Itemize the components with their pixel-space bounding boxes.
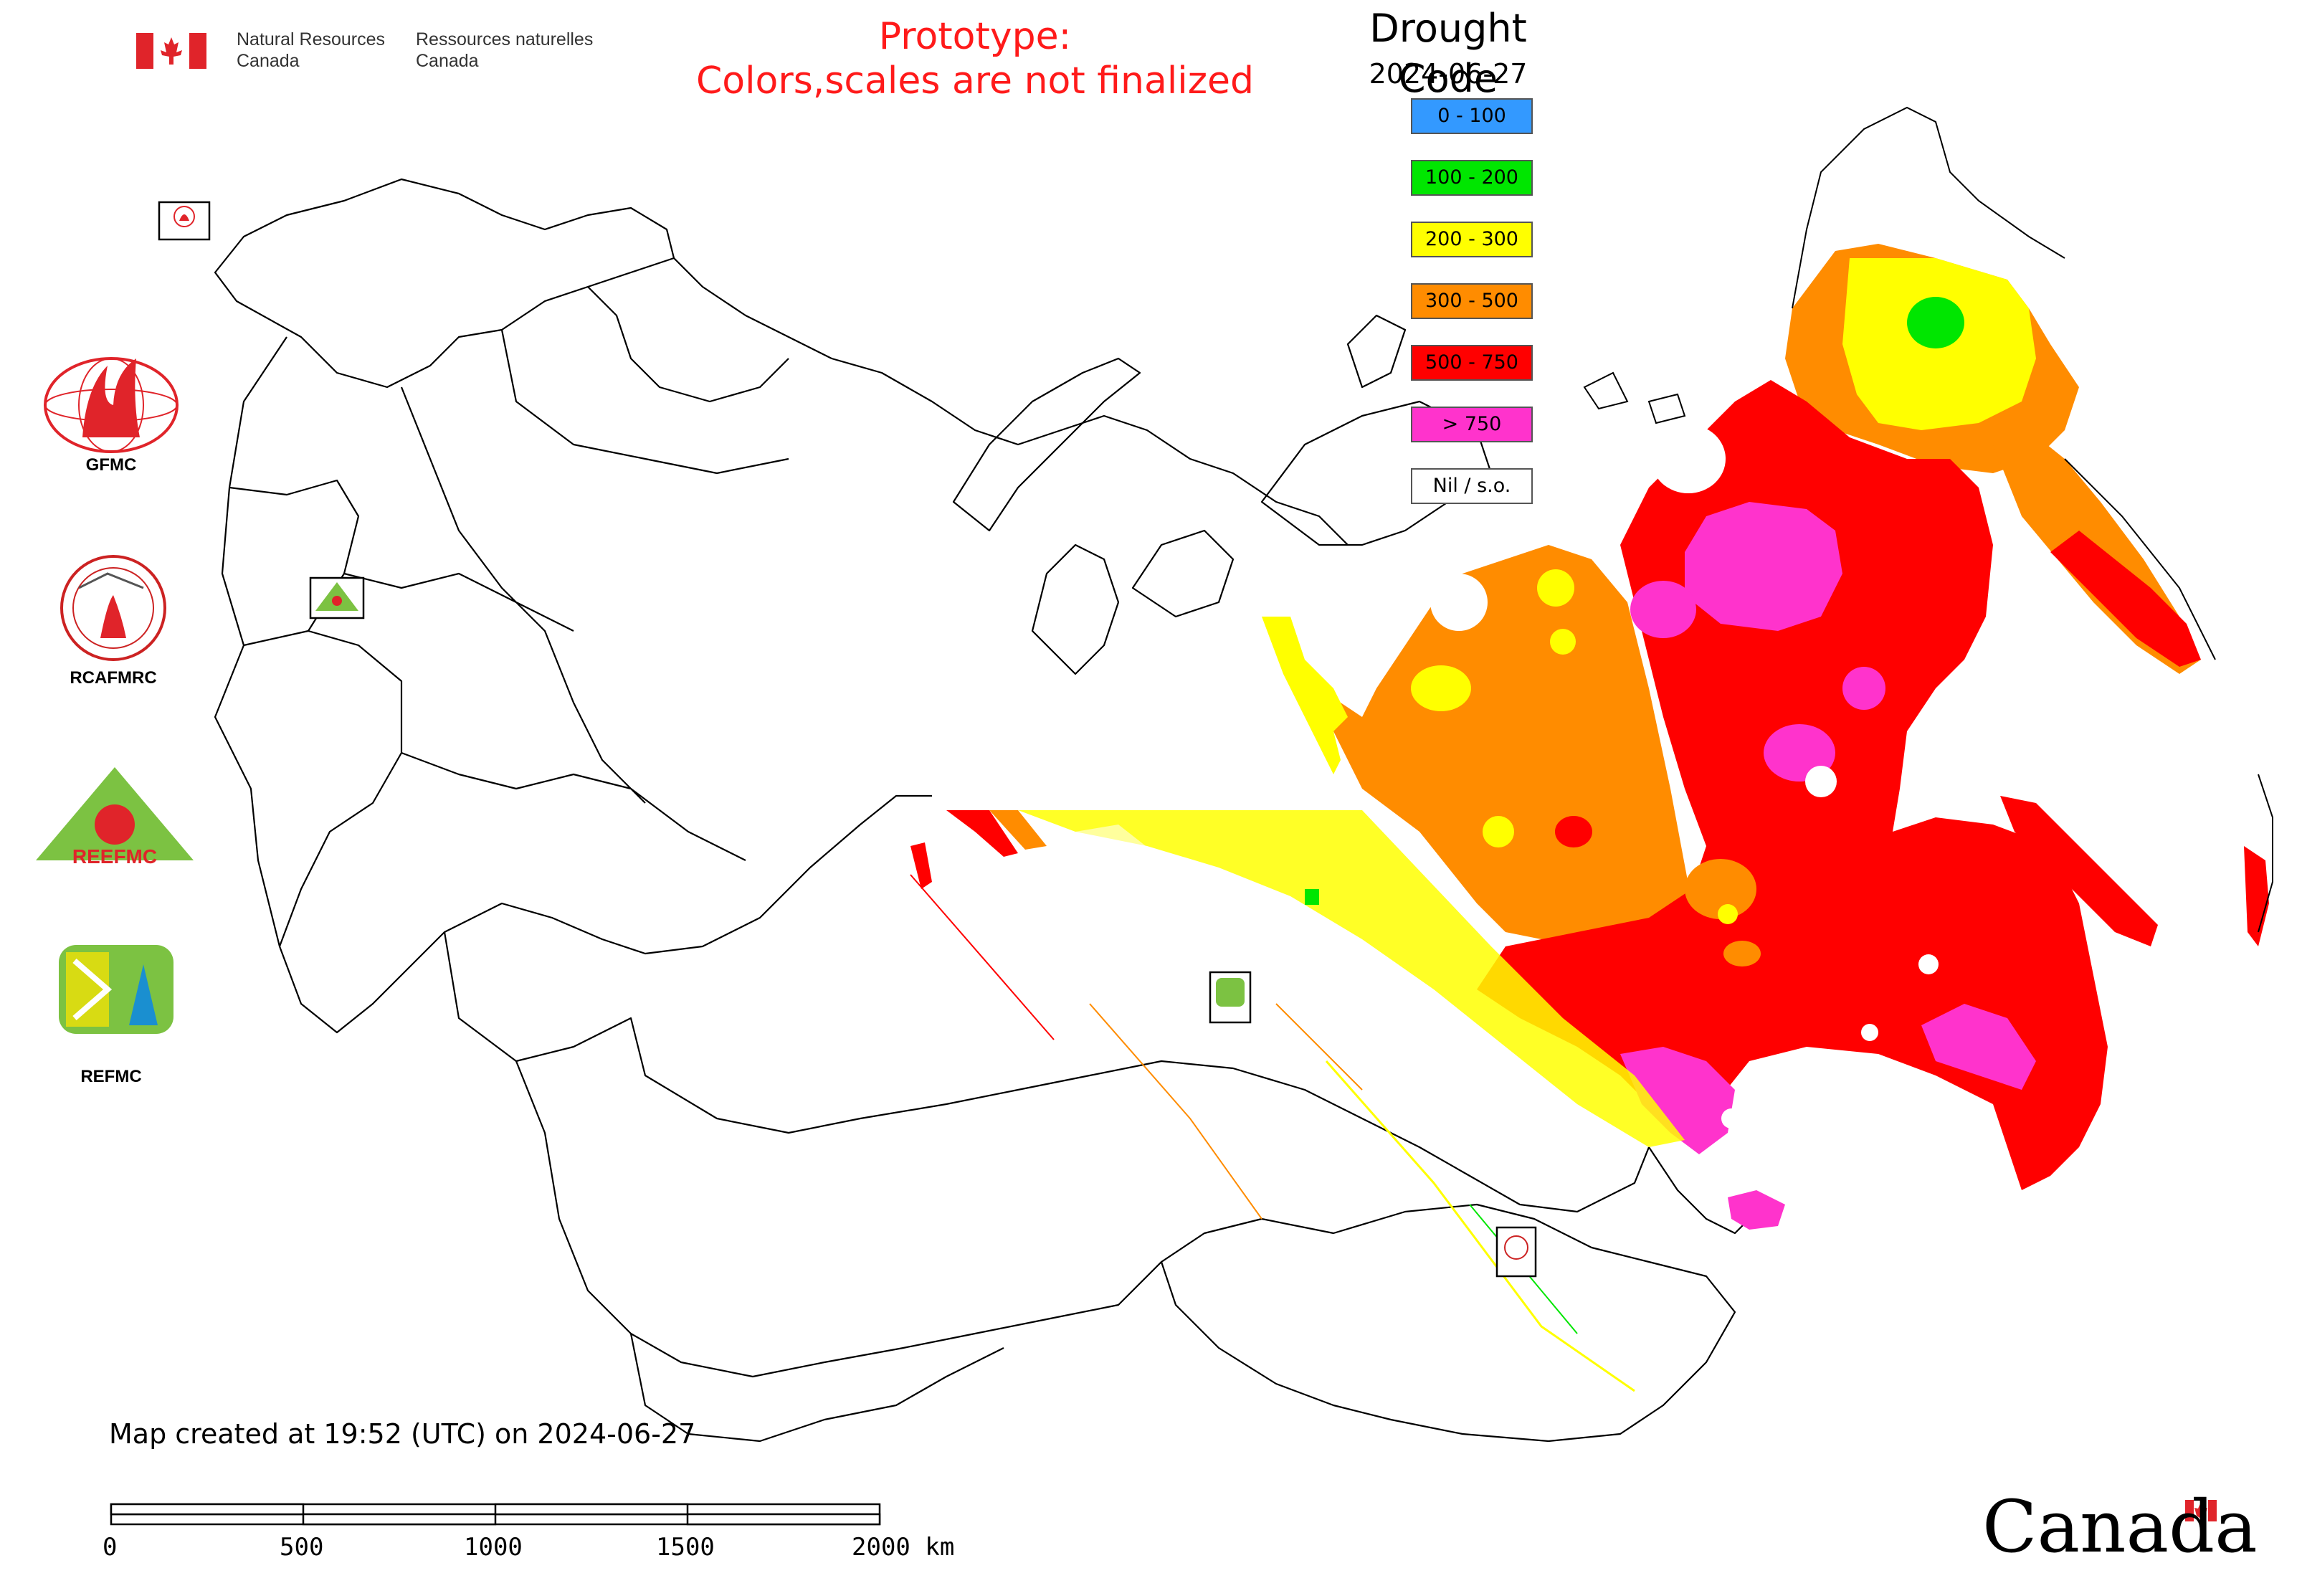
far-east-outlines [1583,106,2273,933]
dc-300-500-zone [1262,545,1706,989]
dc-500-750-zone [1477,380,2108,1190]
kamchatka-coast [2064,458,2216,660]
legend-class-100-200: 100 - 200 [1411,160,1533,196]
sakhalin-red [2000,796,2158,946]
kamchatka-red [2050,531,2201,667]
canada-wordmark-flag [2185,1500,2217,1521]
white-sea-coast [587,286,789,403]
novaya-zemlya-outline [952,357,1141,532]
japan-outline [2258,774,2273,933]
arctic-coast-west [673,257,1349,546]
canada-wordmark: Canada [1982,1485,2258,1569]
org-name-french: Ressources naturelles Canada [416,29,594,71]
dc-over-750-korea [1728,1190,1785,1230]
streak-orange-line [1089,1003,1363,1220]
kazakhstan-outline [443,931,1650,1213]
dc-spot-orange-2 [1723,941,1761,966]
gfmc-label: GFMC [85,455,137,475]
mongolia-outline [1160,1203,1736,1443]
dc-spot-yellow-5 [1550,629,1576,655]
dc-spot-red-1 [1555,816,1592,847]
legend-class-200-300: 200 - 300 [1411,222,1533,257]
scale-tick-500: 500 [280,1533,324,1562]
severnaya-zemlya-outline [1346,314,1407,389]
dc-spot-orange [1685,859,1756,919]
dc-over-750-east [1921,1004,2036,1090]
region-lines-west [343,329,789,861]
gfmc-logo [44,357,179,453]
yamal-outline [1031,543,1120,675]
scale-tick-2000: 2000 km [852,1533,955,1562]
svg-text:REEFMC: REEFMC [72,845,157,868]
gfmc-map-marker [158,201,211,241]
chukotka-coast [1792,106,2065,309]
dc-over-750-patch-4 [1842,667,1885,710]
dc-over-750-patch-2 [1630,581,1696,638]
no-data-gap-4 [1918,954,1939,974]
no-data-gap-5 [1721,1108,1741,1129]
reefmc-logo: REEFMC [36,767,194,868]
legend-class-0-100: 0 - 100 [1411,98,1533,134]
dc-over-750-patch-1 [1685,502,1842,631]
refmc-label: REFMC [80,1067,142,1086]
government-signature: Natural Resources Canada Ressources natu… [136,29,609,79]
streak-orange [989,810,1047,850]
scale-tick-0: 0 [103,1533,118,1562]
gydan-outline [1131,529,1235,618]
no-data-gap-6 [1861,1024,1878,1041]
dc-200-300-fringe [1262,617,1348,774]
rcafmrc-logo [60,555,166,661]
streak-green-spot [1305,889,1319,905]
kuril-red [2244,846,2269,946]
legend-class-500-750: 500 - 750 [1411,345,1533,381]
drought-coverage [910,244,2269,1392]
no-data-gap-2 [1430,574,1488,631]
refmc-logo [59,945,173,1034]
legend-title: Drought Code [1369,6,1527,101]
dc-spot-yellow-3 [1411,665,1471,711]
western-russia-outline [214,336,932,1034]
no-data-gap-3 [1805,766,1837,797]
dc-spot-yellow-2 [1483,816,1514,847]
scale-tick-1000: 1000 [464,1533,523,1562]
scale-bar [110,1503,881,1526]
dc-over-750-south [1620,1047,1735,1154]
scale-tick-1500: 1500 [656,1533,715,1562]
kazakhstan-south [515,1060,1162,1378]
canada-flag-icon [136,33,206,69]
legend-class-300-500: 300 - 500 [1411,283,1533,319]
streak-red [946,810,1018,857]
streak-band-white-lines [1075,825,1477,1090]
central-asia-borders [629,1333,1004,1443]
streak-yellow-line [1325,1060,1635,1392]
refmc-map-marker [1209,971,1252,1024]
china-border [1648,1146,1757,1235]
org-name-english: Natural Resources Canada [237,29,386,71]
streak-left-fringe [910,842,932,889]
streak-red-line [910,874,1055,1040]
rcafmrc-map-marker [1495,1226,1537,1278]
legend-date: 2024-06-27 [1369,58,1528,90]
legend-class-nil: Nil / s.o. [1411,468,1533,504]
dc-spot-yellow-1 [1718,904,1738,924]
prototype-notice: Prototype: Colors,scales are not finaliz… [695,15,1255,103]
dc-100-200-spot [1907,297,1964,348]
rcafmrc-label: RCAFMRC [70,668,157,688]
dc-spot-yellow-4 [1537,569,1574,607]
streak-band-yellow [1018,810,1685,1147]
no-data-gap-1 [1651,424,1726,493]
scandinavia-outline [214,178,675,389]
arctic-islands [1583,371,1686,424]
country-boundaries [214,178,1757,1443]
legend-class-over-750: > 750 [1411,407,1533,442]
reefmc-map-marker [309,576,365,619]
map-created-timestamp: Map created at 19:52 (UTC) on 2024-06-27 [109,1418,696,1450]
